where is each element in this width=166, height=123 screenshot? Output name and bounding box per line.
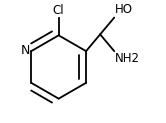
Text: NH2: NH2	[115, 52, 140, 65]
Text: HO: HO	[115, 3, 133, 16]
Text: N: N	[21, 44, 30, 57]
Text: Cl: Cl	[53, 4, 64, 17]
